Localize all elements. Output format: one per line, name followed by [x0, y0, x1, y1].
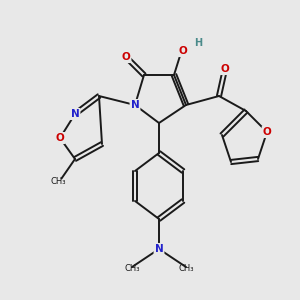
- Text: N: N: [130, 100, 140, 110]
- Text: CH₃: CH₃: [124, 264, 140, 273]
- Text: O: O: [56, 133, 64, 143]
- Text: O: O: [178, 46, 188, 56]
- Text: O: O: [220, 64, 230, 74]
- Text: N: N: [70, 109, 80, 119]
- Text: N: N: [154, 244, 164, 254]
- Text: O: O: [122, 52, 130, 62]
- Text: CH₃: CH₃: [51, 177, 66, 186]
- Text: H: H: [194, 38, 202, 49]
- Text: CH₃: CH₃: [178, 264, 194, 273]
- Text: O: O: [262, 127, 272, 137]
